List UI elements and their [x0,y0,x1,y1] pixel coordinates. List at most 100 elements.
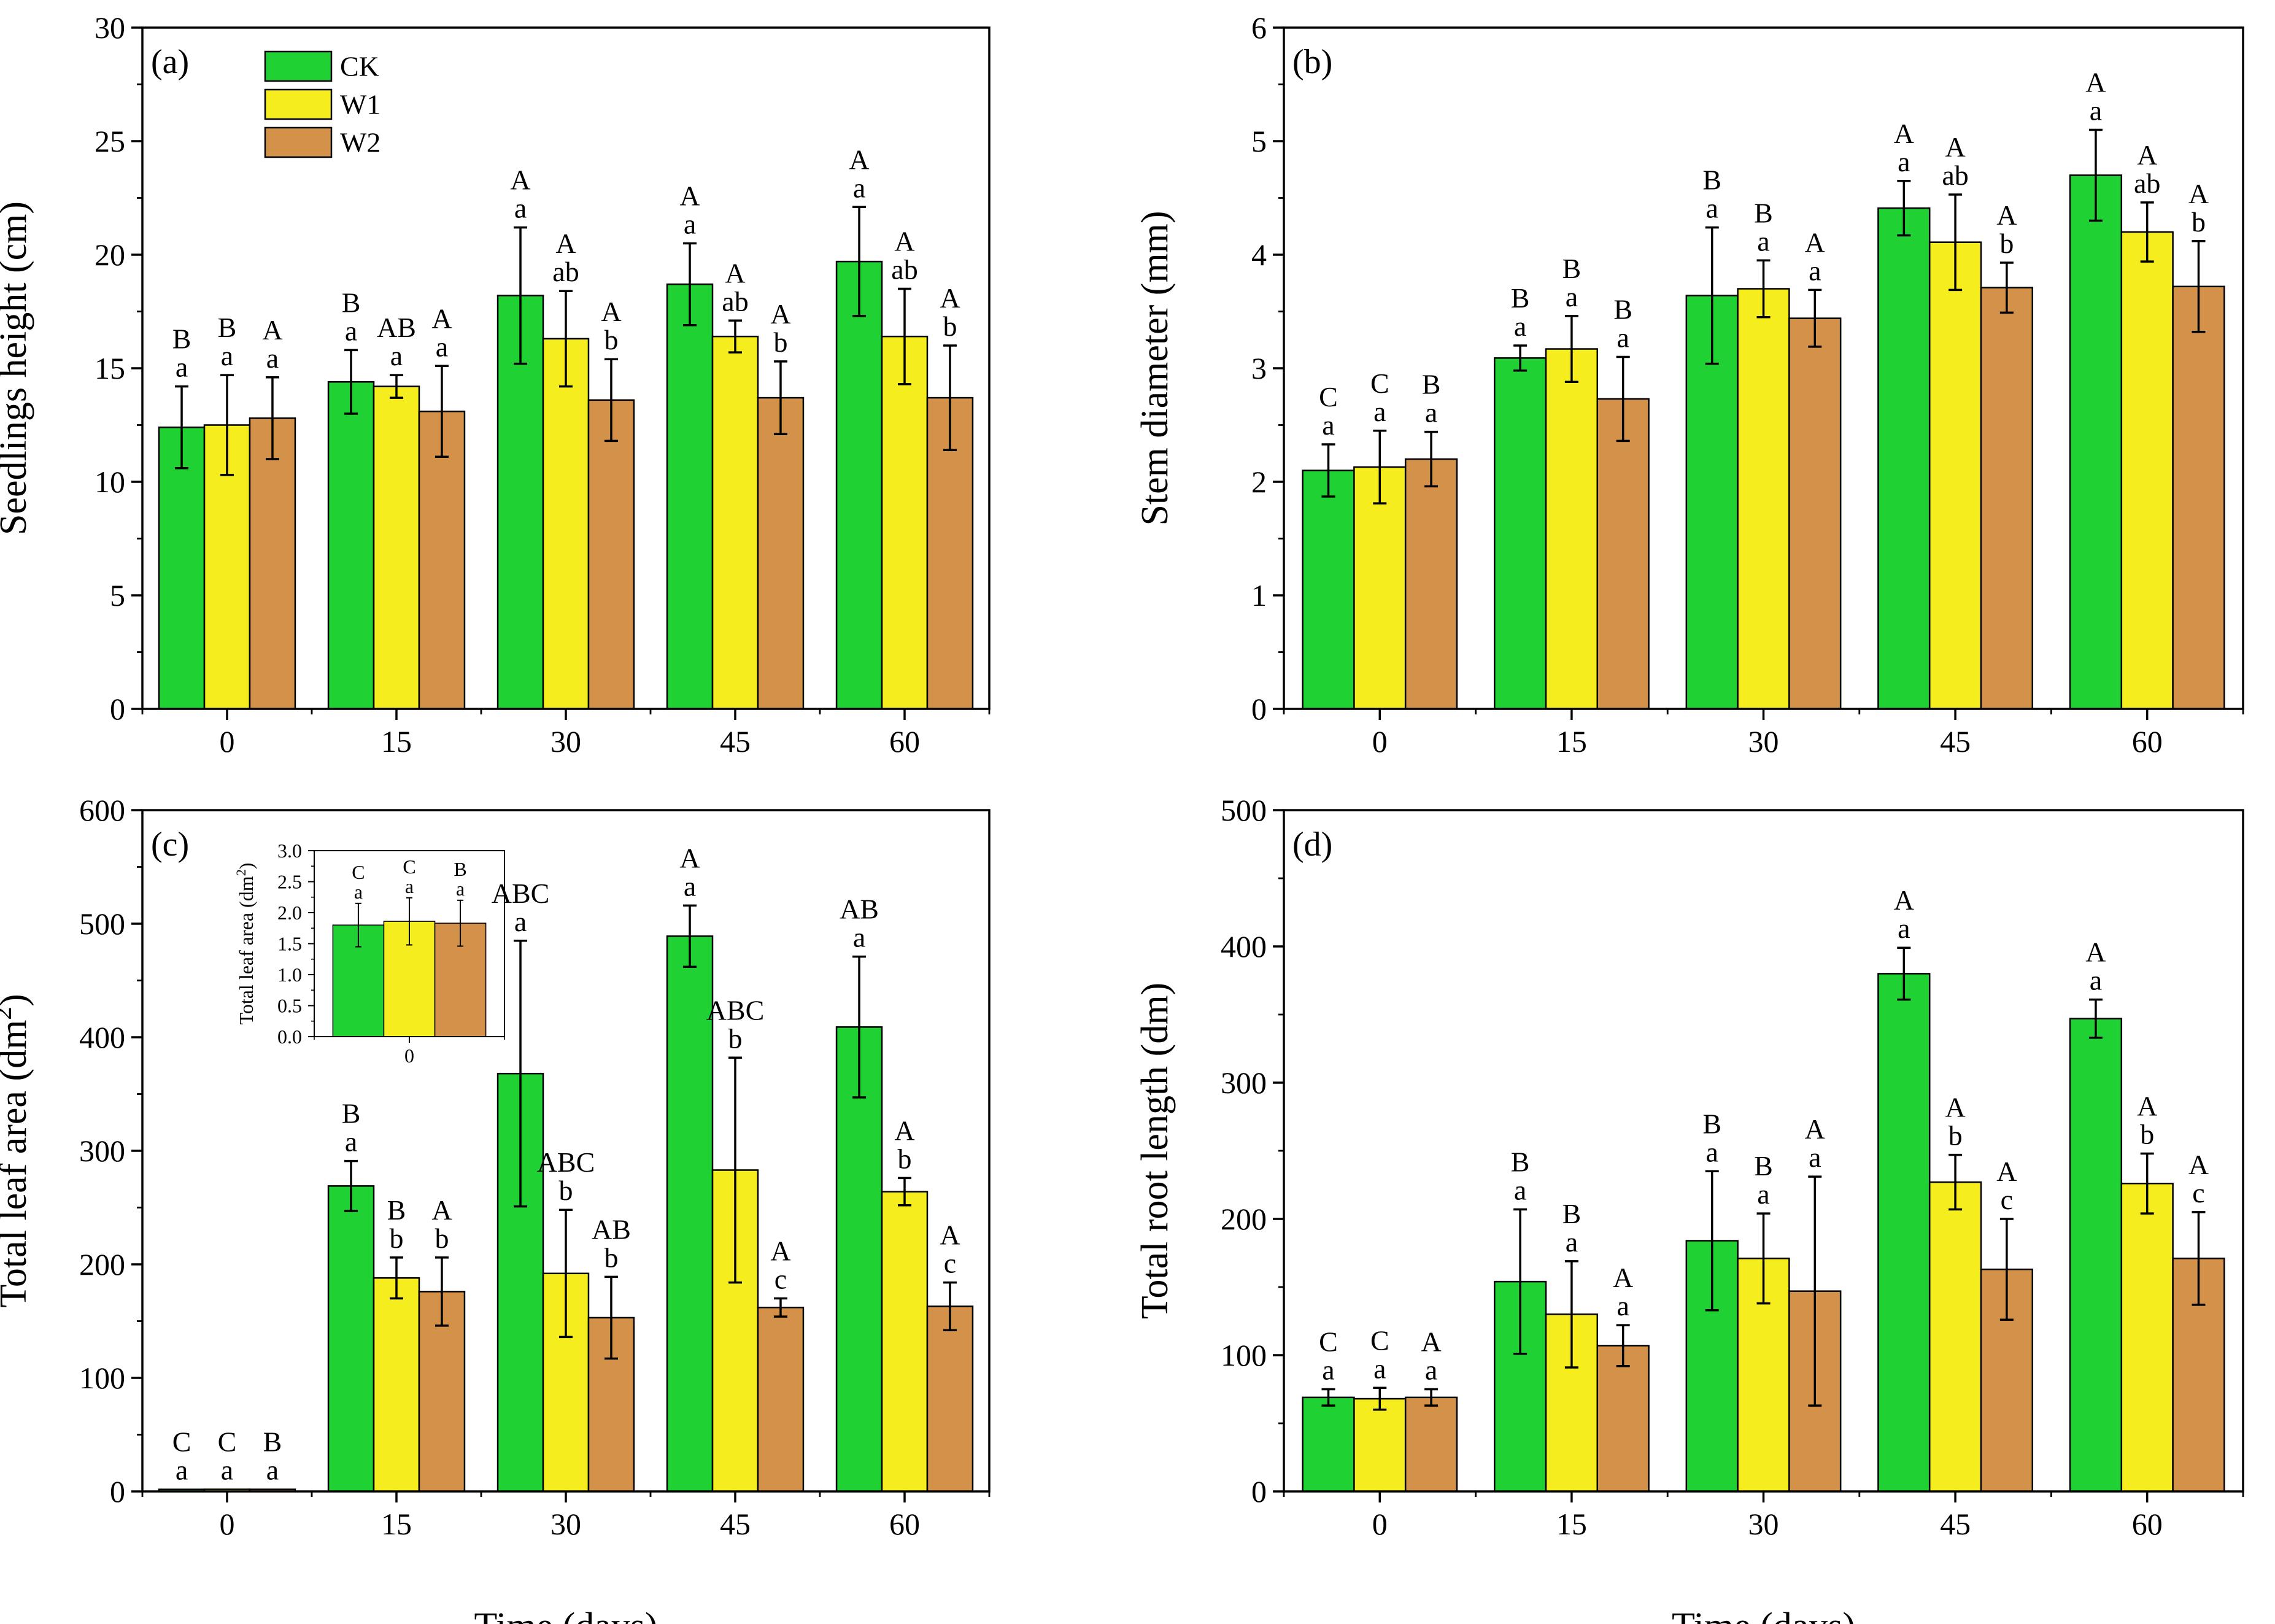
sig-letter-lower: a [1706,1136,1718,1167]
sig-letter-lower: a [221,1455,233,1486]
bar-ck-45 [1877,207,1931,710]
bar-w2-45 [1980,287,2034,710]
sig-letter-lower: ab [891,254,917,285]
sig-letter-lower: a [1757,225,1769,257]
x-tick-label: 45 [720,724,751,759]
y-tick-label: 2.0 [277,902,302,924]
bar-w1-30 [1737,288,1790,710]
panel-label: (d) [1292,826,1332,864]
sig-letter-lower: c [944,1248,956,1279]
sig-letter-lower: a [436,331,448,362]
sig-letter-lower: a [2090,95,2102,126]
sig-letter-lower: a [1322,1355,1334,1386]
sig-letter-lower: a [1809,255,1821,286]
y-tick-label: 400 [79,1020,125,1054]
sig-letter-upper: B [1511,1146,1530,1177]
bar-w2-0 [1404,1396,1458,1493]
sig-letter-upper: A [1613,1262,1633,1293]
sig-letter-upper: A [849,144,869,175]
sig-letter-lower: b [390,1223,404,1254]
sig-letter-lower: a [514,906,527,937]
y-tick-label: 20 [95,238,125,272]
y-tick-label: 500 [1221,793,1267,827]
y-tick-label: 4 [1251,238,1267,272]
bar-w1-45 [1928,1181,1982,1493]
sig-letter-lower: a [1514,311,1526,342]
sig-letter-lower: a [1706,193,1718,224]
sig-letter-lower: a [176,1455,188,1486]
sig-letter-lower: b [1949,1120,1963,1151]
bar-w2-15 [1596,1345,1650,1493]
sig-letter-lower: a [853,922,865,953]
sig-letter-upper: A [2137,1090,2157,1121]
legend: CK W1 W2 [264,50,380,158]
bar-ck-60 [835,260,883,710]
y-tick-label: 0 [110,692,125,726]
sig-letter-upper: C [403,856,415,878]
bar-w2-45 [757,1307,805,1493]
bar-w1-15 [1545,348,1599,710]
x-tick-label: 0 [220,724,235,759]
x-tick-label: 60 [889,724,920,759]
sig-letter-lower: a [390,340,403,371]
sig-letter-lower: b [559,1175,573,1206]
y-tick-label: 3.0 [277,840,302,862]
sig-letter-upper: A [2188,178,2209,209]
sig-letter-upper: A [940,1220,960,1251]
y-tick-label: 6 [1251,10,1267,45]
x-tick-label: 15 [381,724,412,759]
bar-w1-60 [2120,231,2174,710]
sig-letter-lower: a [1809,1142,1821,1173]
sig-letter-lower: a [1566,1226,1578,1258]
sig-letter-lower: a [405,875,414,897]
sig-letter-upper: A [2137,139,2157,171]
y-tick-label: 0.0 [277,1026,302,1048]
sig-letter-upper: A [1894,884,1914,916]
bar-ck-60 [2069,174,2123,710]
panel-label: (c) [151,826,189,864]
y-tick-label: 25 [95,124,125,158]
x-tick-label: 60 [889,1507,920,1541]
sig-letter-lower: b [1999,228,2014,259]
sig-letter-upper: B [263,1426,282,1458]
y-tick-label: 15 [95,351,125,385]
y-axis-title: Total leaf area (dm2) [0,994,34,1307]
y-tick-label: 100 [79,1361,125,1395]
sig-letter-upper: A [725,257,745,288]
sig-letter-upper: A [2085,67,2106,98]
sig-letter-upper: B [1613,294,1632,325]
sig-letter-upper: A [431,1194,452,1226]
sig-letter-upper: A [431,303,452,334]
x-tick-label: 0 [1372,724,1388,759]
sig-letter-upper: C [172,1426,191,1458]
panel-label: (b) [1292,43,1332,81]
y-tick-label: 200 [79,1247,125,1282]
y-tick-label: 2 [1251,465,1267,499]
y-tick-label: 300 [1221,1065,1267,1100]
x-tick-label: 0 [220,1507,235,1541]
y-tick-label: 5 [1251,124,1267,158]
y-tick-label: 400 [1221,929,1267,964]
sig-letter-lower: a [1898,146,1910,177]
sig-letter-lower: c [774,1264,787,1295]
sig-letter-upper: A [1945,1092,1965,1123]
bar-w2-60 [2172,285,2225,710]
sig-letter-lower: a [853,172,865,203]
y-tick-label: 3 [1251,351,1267,385]
y-tick-label: 0 [1251,692,1267,726]
sig-letter-lower: a [1373,396,1386,427]
sig-letter-lower: ab [2134,168,2160,199]
bar-w1-45 [711,335,759,710]
sig-letter-upper: ABC [537,1146,595,1178]
bar-w2-30 [587,399,635,710]
x-tick-label: 45 [1940,724,1971,759]
sig-letter-lower: a [2090,965,2102,996]
legend-swatch-ck [264,50,333,82]
sig-letter-upper: AB [377,312,416,343]
legend-swatch-w2 [264,126,333,158]
bar-w1-0 [1353,1398,1407,1493]
bar-ck-15 [327,1185,375,1493]
sig-letter-lower: a [1757,1178,1769,1210]
